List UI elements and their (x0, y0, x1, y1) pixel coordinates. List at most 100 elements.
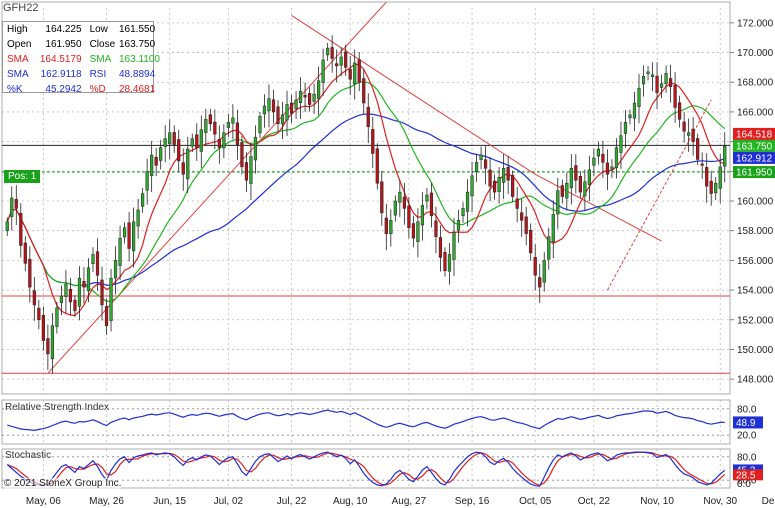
y-tick-label: 150.000 (737, 345, 774, 356)
candle-body (470, 175, 474, 197)
candle-body (700, 163, 704, 166)
info-v2: 163.750 (119, 39, 156, 50)
price-tag (733, 166, 775, 179)
info-v1: 161.950 (45, 39, 82, 50)
stochastic-title: Stochastic (5, 450, 51, 461)
candle-body (217, 139, 221, 148)
candle-body (488, 169, 492, 187)
info-k1: %K (7, 84, 23, 95)
candle-body (632, 102, 637, 119)
candle-body (678, 102, 682, 120)
candle-body (524, 216, 528, 234)
info-k1: High (7, 24, 28, 35)
candle-body (326, 47, 330, 56)
candle-body (547, 236, 551, 260)
stochastic-zero-label: 0.0 (737, 479, 751, 490)
candle-body (574, 165, 578, 181)
y-tick-label: 148.000 (737, 375, 774, 386)
candle-body (650, 74, 655, 77)
info-v2: 163.1100 (119, 54, 160, 65)
candle-body (623, 122, 628, 134)
candle-body (393, 200, 397, 216)
info-v1: 164.5179 (39, 54, 82, 65)
candle-body (411, 223, 415, 239)
candle-body (59, 295, 64, 303)
candle-body (447, 254, 452, 272)
info-k1: Open (7, 39, 32, 50)
price-tag (733, 151, 775, 164)
info-k2: %D (89, 84, 106, 95)
candle-body (271, 99, 276, 113)
candle-body (646, 71, 650, 75)
candle-body (493, 180, 497, 193)
rsi-value-label: 48.9 (736, 418, 756, 429)
candle-body (502, 168, 506, 183)
candle-body (511, 175, 515, 197)
stochastic-level-label: 80.0 (737, 452, 757, 463)
info-row: SMA 162.9118 RSI 48.8894 (3, 67, 155, 82)
candle-body (10, 197, 14, 217)
candle-body (91, 254, 95, 265)
x-tick-label: Oct, 05 (519, 496, 552, 507)
sma-fast-line (6, 63, 725, 317)
candle-body (55, 307, 59, 327)
y-tick-label: 166.000 (737, 107, 774, 118)
candle-body (497, 176, 501, 193)
candle-body (330, 47, 334, 59)
price-panel (2, 1, 730, 374)
price-tag-label: 163.750 (736, 141, 773, 152)
candle-body (37, 307, 41, 321)
x-tick-label: May, 06 (26, 496, 61, 507)
candle-body (77, 277, 82, 307)
candle-body (321, 59, 325, 83)
candle-body (195, 134, 199, 148)
info-v1: 45.2942 (45, 84, 82, 95)
candle-body (289, 102, 294, 114)
candle-body (619, 135, 623, 153)
x-tick-label: Aug, 10 (333, 496, 368, 507)
candle-body (362, 78, 366, 104)
candle-body (348, 69, 352, 80)
info-row: High 164.225 Low 161.550 (3, 22, 155, 37)
candle-body (14, 199, 18, 209)
x-tick-label: May, 26 (89, 496, 124, 507)
candle-body (28, 258, 32, 288)
candle-body (249, 156, 253, 184)
candle-body (375, 148, 379, 184)
y-tick-label: 160.000 (737, 197, 774, 208)
candle-body (136, 209, 140, 227)
candle-body (118, 237, 122, 266)
candle-body (208, 114, 212, 125)
candle-body (122, 227, 127, 238)
candle-body (592, 157, 596, 166)
candle-body (479, 154, 483, 160)
candle-body (605, 162, 610, 175)
price-tag (733, 139, 775, 152)
candle-body (276, 106, 280, 125)
price-panel-border (1, 1, 731, 395)
candle-body (253, 136, 258, 161)
y-tick-label: 156.000 (737, 256, 774, 267)
candle-body (578, 175, 582, 193)
candle-body (718, 166, 722, 189)
candle-body (190, 138, 194, 147)
price-tag (733, 127, 775, 140)
copyright-text: © 2021 StoneX Group Inc. (4, 478, 122, 489)
candle-body (73, 299, 77, 312)
candle-body (317, 80, 321, 99)
candle-body (298, 90, 303, 103)
candle-body (199, 129, 203, 152)
stochastic-level-label: 20.0 (737, 476, 757, 487)
candle-body (538, 277, 542, 288)
stochastic-panel-border (1, 448, 731, 489)
candle-body (610, 166, 614, 170)
info-row: Open 161.950 Close 163.750 (3, 37, 156, 52)
info-k1: SMA (7, 54, 29, 65)
candle-body (687, 132, 691, 136)
candle-body (461, 208, 465, 216)
candle-body (696, 138, 700, 160)
stochastic-panel: Stochastic (2, 450, 730, 487)
candle-body (154, 156, 158, 166)
candle-body (109, 277, 113, 321)
